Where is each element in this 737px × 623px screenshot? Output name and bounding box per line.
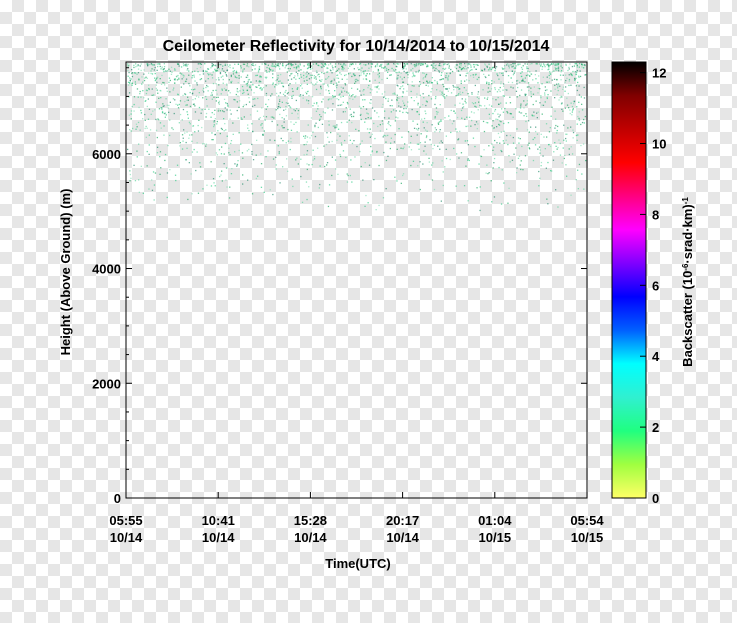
colorbar-label-mid: ·srad·km) bbox=[680, 204, 695, 263]
plot-area bbox=[125, 61, 588, 499]
x-axis-label: Time(UTC) bbox=[325, 556, 390, 571]
colorbar-tick-label: 8 bbox=[652, 207, 659, 222]
x-tick-time: 05:55 bbox=[109, 513, 142, 528]
x-tick-date: 10/14 bbox=[110, 530, 143, 545]
colorbar-ticks: 0 2 4 6 8 10 12 bbox=[640, 66, 666, 506]
x-tick-time: 01:04 bbox=[478, 513, 512, 528]
colorbar-label-main: Backscatter (10 bbox=[680, 271, 695, 367]
x-axis: 05:55 10/14 10:41 10/14 15:28 10/14 20:17 10/14… bbox=[109, 62, 604, 545]
y-tick-label: 2000 bbox=[92, 376, 121, 391]
x-tick-time: 05:54 bbox=[570, 513, 604, 528]
x-tick-date: 10/14 bbox=[294, 530, 327, 545]
colorbar-tick-label: 2 bbox=[652, 420, 659, 435]
colorbar-label-exp1: -6 bbox=[681, 263, 690, 271]
y-tick-label: 4000 bbox=[92, 262, 121, 277]
x-tick-date: 10/14 bbox=[202, 530, 235, 545]
x-tick-time: 15:28 bbox=[294, 513, 327, 528]
x-tick-date: 10/15 bbox=[571, 530, 604, 545]
colorbar-tick-label: 4 bbox=[652, 349, 660, 364]
x-tick-date: 10/15 bbox=[479, 530, 512, 545]
y-tick-label: 0 bbox=[114, 491, 121, 506]
y-axis: 0 2000 4000 6000 bbox=[92, 67, 587, 506]
colorbar-tick-label: 6 bbox=[652, 278, 659, 293]
colorbar bbox=[611, 61, 647, 499]
y-tick-label: 6000 bbox=[92, 147, 121, 162]
colorbar-label-exp2: -1 bbox=[681, 197, 690, 205]
chart-title: Ceilometer Reflectivity for 10/14/2014 t… bbox=[163, 38, 550, 55]
x-tick-time: 20:17 bbox=[386, 513, 419, 528]
x-tick-time: 10:41 bbox=[202, 513, 235, 528]
colorbar-tick-label: 12 bbox=[652, 66, 666, 81]
colorbar-tick-label: 10 bbox=[652, 137, 666, 152]
backscatter-signal bbox=[127, 63, 587, 212]
colorbar-tick-label: 0 bbox=[652, 491, 659, 506]
y-axis-label: Height (Above Ground) (m) bbox=[58, 189, 73, 356]
colorbar-label: Backscatter (10-6·srad·km)-1 bbox=[680, 197, 695, 367]
x-tick-date: 10/14 bbox=[386, 530, 419, 545]
